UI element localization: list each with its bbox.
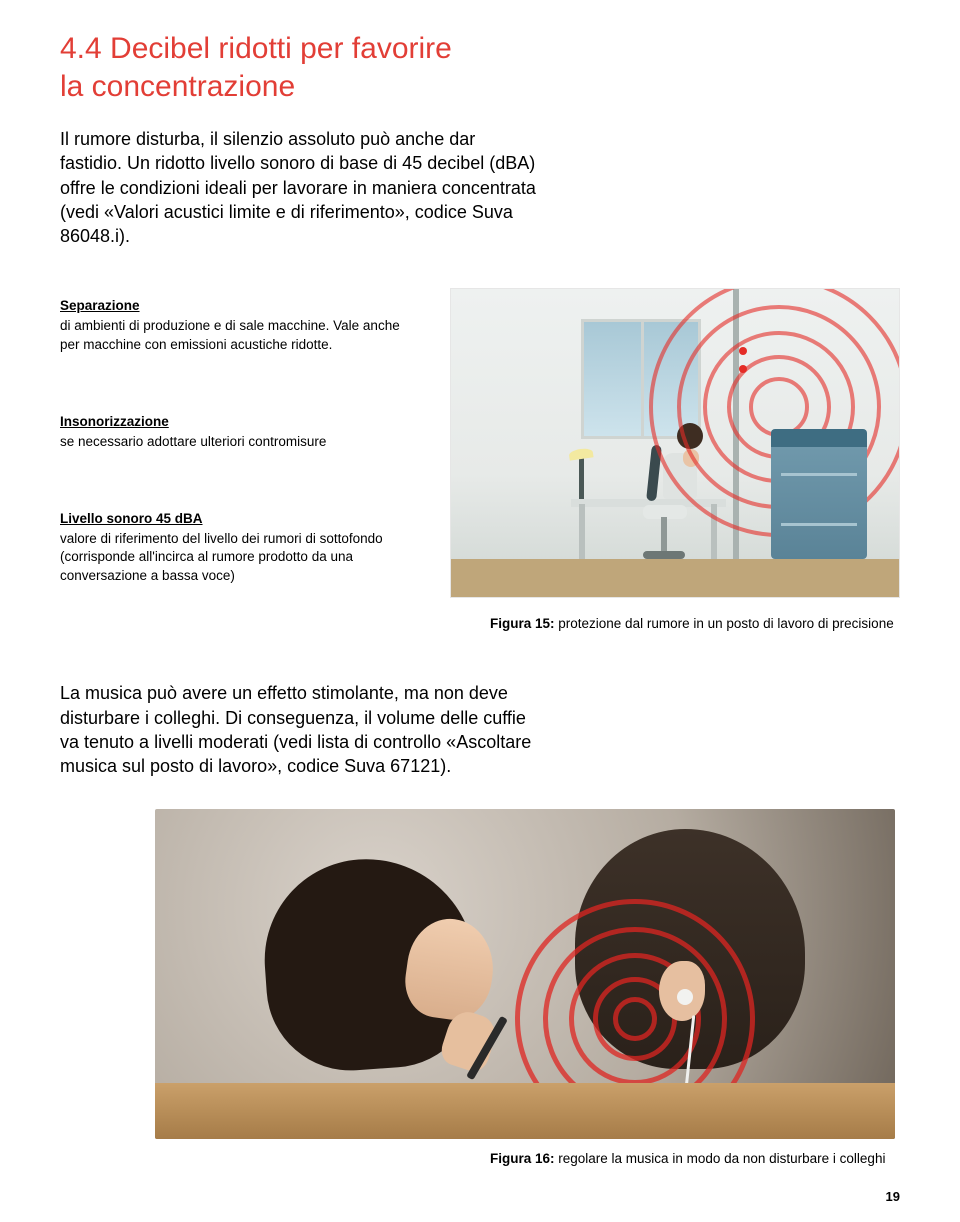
callout-title: Livello sonoro 45 dBA [60, 511, 420, 526]
music-paragraph: La musica può avere un effetto stimolant… [60, 681, 540, 778]
desk-leg [711, 504, 717, 559]
figure15-row: Separazione di ambienti di produzione e … [60, 288, 900, 598]
window [581, 319, 701, 439]
callout-title: Insonorizzazione [60, 414, 420, 429]
lamp-arm [579, 455, 584, 499]
desk-surface [155, 1083, 895, 1139]
wall-divider [733, 289, 739, 559]
callout-column: Separazione di ambienti di produzione e … [60, 288, 420, 598]
callout-livello-sonoro: Livello sonoro 45 dBA valore di riferime… [60, 511, 420, 585]
section-heading: 4.4 Decibel ridotti per favorire la conc… [60, 30, 900, 105]
earbud-icon [677, 989, 693, 1005]
desk-leg [579, 504, 585, 559]
figure15-caption: Figura 15: protezione dal rumore in un p… [490, 616, 900, 631]
heading-line1: 4.4 Decibel ridotti per favorire [60, 32, 452, 65]
heading-line2: la concentrazione [60, 70, 295, 103]
callout-separazione: Separazione di ambienti di produzione e … [60, 298, 420, 353]
figure-text: protezione dal rumore in un posto di lav… [555, 616, 894, 631]
floor [451, 559, 899, 597]
figure15-illustration [450, 288, 900, 598]
chair-pole [661, 517, 667, 553]
figure-text: regolare la musica in modo da non distur… [555, 1151, 886, 1166]
chair-base [643, 551, 685, 559]
figure-label: Figura 16: [490, 1151, 555, 1166]
callout-insonorizzazione: Insonorizzazione se necessario adottare … [60, 414, 420, 451]
callout-title: Separazione [60, 298, 420, 313]
callout-body: valore di riferimento del livello dei ru… [60, 530, 420, 585]
noisy-machine [771, 429, 867, 559]
figure-label: Figura 15: [490, 616, 555, 631]
callout-body: se necessario adottare ulteriori controm… [60, 433, 420, 451]
figure16-caption: Figura 16: regolare la musica in modo da… [490, 1151, 900, 1166]
page-number: 19 [886, 1189, 900, 1204]
callout-body: di ambienti di produzione e di sale macc… [60, 317, 420, 353]
figure16-illustration [155, 809, 895, 1139]
intro-paragraph: Il rumore disturba, il silenzio assoluto… [60, 127, 540, 248]
